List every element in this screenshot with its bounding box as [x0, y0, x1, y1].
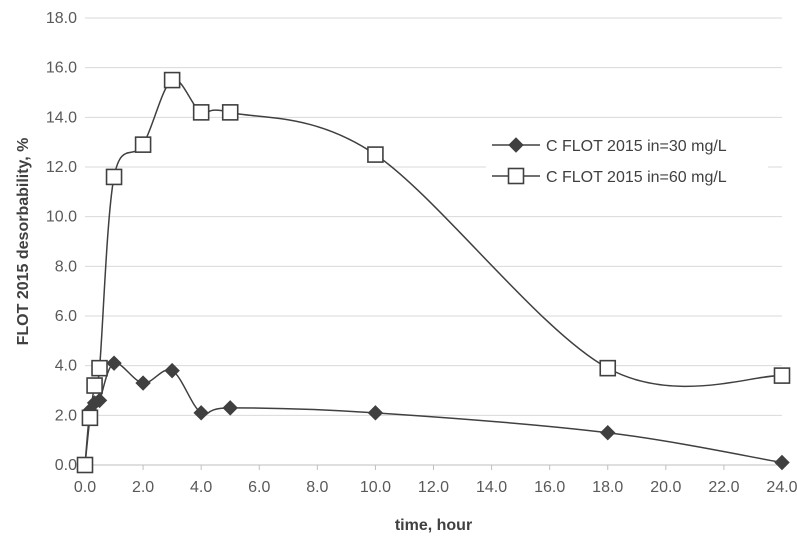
data-point	[773, 367, 791, 384]
y-tick-label: 0.0	[55, 457, 77, 474]
y-tick-label: 10.0	[46, 209, 77, 226]
x-tick-label: 16.0	[534, 479, 565, 496]
legend-item-series-1: C FLOT 2015 in=30 mg/L	[492, 137, 727, 155]
data-point	[81, 409, 99, 427]
series	[76, 71, 791, 474]
y-tick-label: 12.0	[46, 159, 77, 176]
legend-marker-series-2	[507, 167, 525, 185]
data-point	[163, 71, 181, 89]
y-axis-ticks: 0.0 2.0 4.0 6.0 8.0 10.0 12.0 14.0 16.0 18.0	[46, 10, 77, 474]
y-tick-label: 4.0	[55, 358, 77, 375]
x-tick-label: 4.0	[190, 479, 212, 496]
y-tick-label: 8.0	[55, 258, 77, 275]
x-tick-label: 14.0	[476, 479, 507, 496]
x-tick-label: 8.0	[306, 479, 328, 496]
data-point	[600, 425, 616, 441]
data-point	[193, 405, 209, 421]
x-tick-label: 6.0	[248, 479, 270, 496]
data-point	[599, 359, 617, 377]
x-tick-label: 18.0	[592, 479, 623, 496]
series-1	[77, 355, 790, 473]
data-point	[76, 456, 94, 474]
x-tick-label: 2.0	[132, 479, 154, 496]
data-point	[221, 104, 239, 121]
x-tick-label: 20.0	[650, 479, 681, 496]
legend-label-series-1: C FLOT 2015 in=30 mg/L	[546, 138, 727, 155]
x-tick-label: 0.0	[74, 479, 96, 496]
data-point	[367, 146, 384, 163]
legend-marker-series-1	[508, 137, 524, 153]
series-line	[84, 362, 783, 466]
data-point	[134, 136, 152, 153]
legend-label-series-2: C FLOT 2015 in=60 mg/L	[546, 169, 727, 186]
x-tick-label: 24.0	[766, 479, 797, 496]
data-point	[91, 359, 108, 377]
x-tick-label: 10.0	[360, 479, 391, 496]
x-axis-title: time, hour	[395, 517, 472, 534]
y-tick-label: 14.0	[46, 109, 77, 126]
y-tick-label: 16.0	[46, 60, 77, 77]
data-point	[367, 405, 384, 421]
data-point	[106, 355, 122, 371]
y-tick-label: 6.0	[55, 308, 77, 325]
x-axis-ticks: 0.0 2.0 4.0 6.0 8.0 10.0 12.0 14.0 16.0 18.0 20.0 2…	[74, 465, 797, 496]
y-axis-title: FLOT 2015 desorbability, %	[15, 138, 32, 346]
data-point	[164, 362, 180, 379]
legend-item-series-2: C FLOT 2015 in=60 mg/L	[492, 167, 727, 186]
x-tick-label: 12.0	[418, 479, 449, 496]
y-tick-label: 18.0	[46, 10, 77, 27]
legend-background	[486, 128, 768, 190]
y-tick-label: 2.0	[55, 407, 77, 424]
data-point	[91, 392, 108, 409]
data-point	[135, 375, 151, 391]
series-2	[76, 71, 791, 474]
legend-marker-shape	[508, 137, 524, 153]
legend-marker-shape	[507, 167, 525, 185]
data-point	[222, 400, 238, 416]
data-point	[105, 168, 123, 186]
x-tick-label: 22.0	[708, 479, 739, 496]
legend: C FLOT 2015 in=30 mg/L C FLOT 2015 in=60…	[486, 128, 768, 190]
data-point	[774, 454, 790, 471]
data-point	[192, 104, 210, 121]
data-point	[86, 377, 103, 394]
grid-lines	[85, 17, 782, 416]
